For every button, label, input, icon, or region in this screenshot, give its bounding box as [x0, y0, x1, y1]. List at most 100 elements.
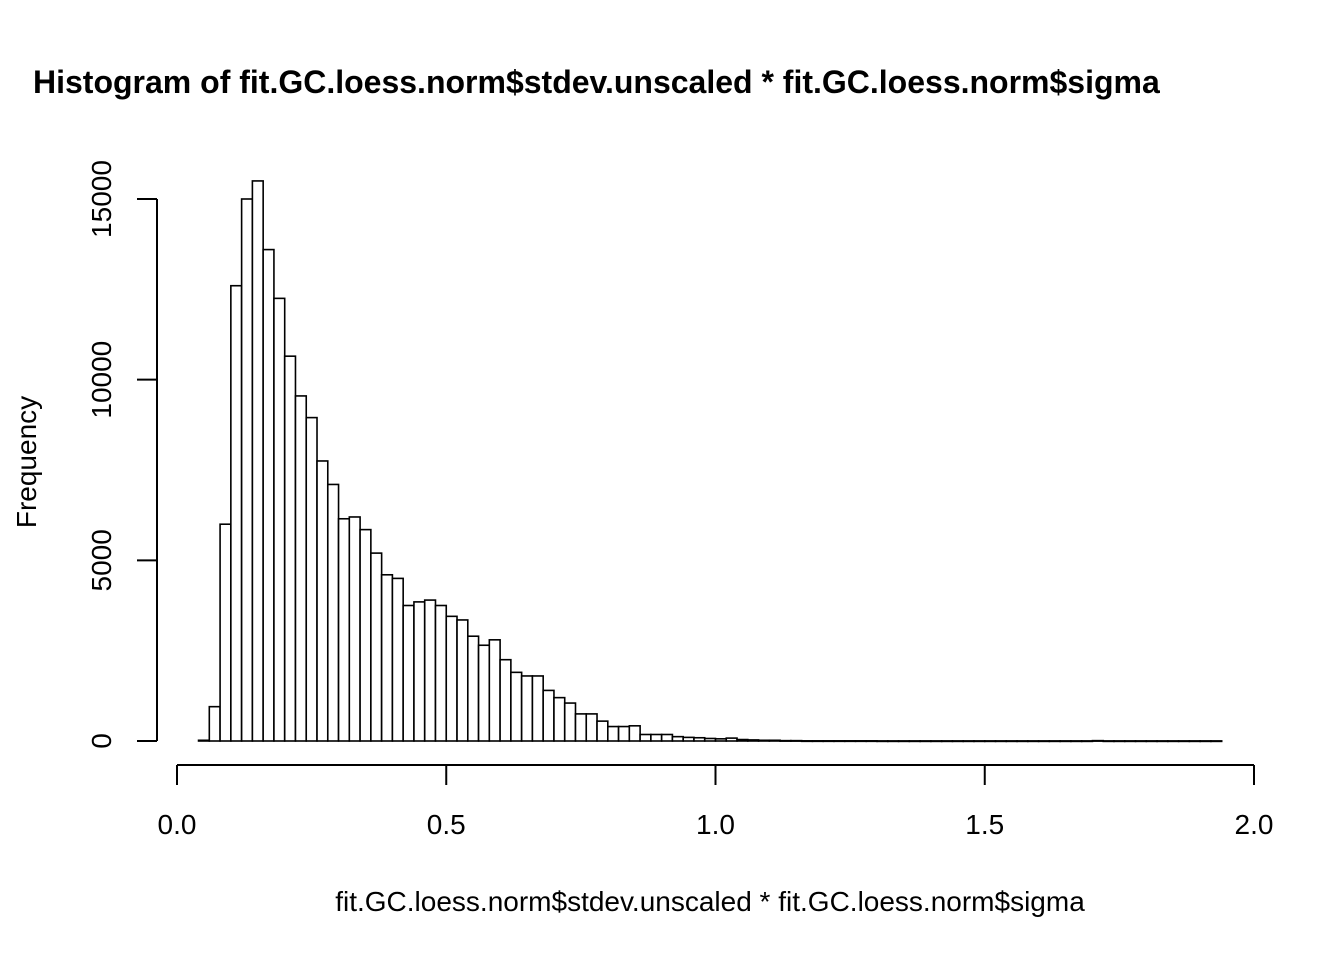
histogram-bar [359, 528, 372, 742]
histogram-bar [725, 737, 738, 742]
histogram-bar [219, 523, 232, 742]
histogram-bar [1027, 740, 1040, 743]
histogram-bar [639, 733, 652, 742]
histogram-bar [402, 604, 415, 742]
x-tick-label: 1.0 [696, 809, 735, 840]
histogram-bar [790, 739, 803, 742]
histogram-bar [876, 740, 889, 743]
histogram-bar [596, 720, 609, 742]
y-tick-label: 10000 [86, 341, 117, 419]
y-axis: 0 5000 10000 15000 [86, 160, 158, 749]
histogram-bar [434, 604, 448, 742]
histogram-bar [305, 416, 318, 742]
histogram-bar [197, 739, 211, 742]
histogram-bar [520, 675, 534, 742]
histogram-bar [1091, 739, 1105, 742]
histogram-bar [628, 725, 641, 742]
histogram-bar [1177, 740, 1191, 743]
histogram-bar [1070, 740, 1083, 743]
histogram-bar [865, 740, 878, 743]
histogram-bar [445, 615, 458, 742]
histogram-bar [1037, 740, 1051, 743]
histogram-bar [1167, 740, 1180, 743]
histogram-bar [283, 355, 297, 742]
histogram-bar [1016, 740, 1029, 743]
histogram-bar [757, 739, 771, 742]
histogram-bar [919, 740, 932, 743]
histogram-bar [736, 738, 749, 742]
y-tick-label: 0 [86, 733, 117, 749]
histogram-bar [994, 740, 1008, 743]
histogram-bar [542, 689, 555, 742]
y-axis-label: Frequency [11, 396, 42, 528]
histogram-bar [714, 738, 728, 742]
histogram-bar [940, 740, 954, 743]
x-tick-label: 0.5 [427, 809, 466, 840]
histogram-bars [197, 180, 1223, 743]
histogram-bar [531, 675, 544, 742]
x-tick-label: 2.0 [1235, 809, 1274, 840]
histogram-bar [251, 180, 264, 742]
histogram-bar [370, 552, 383, 742]
histogram-bar [585, 713, 598, 742]
histogram-bar [887, 740, 900, 743]
histogram-bar [1145, 740, 1158, 743]
histogram-bar [326, 483, 340, 742]
y-tick-label: 5000 [86, 529, 117, 591]
histogram-bar [574, 713, 588, 742]
histogram-bar [348, 516, 361, 742]
histogram-bar [983, 740, 997, 743]
histogram-bar [208, 705, 221, 742]
histogram-bar [703, 737, 717, 742]
histogram-bar [682, 736, 695, 742]
histogram-bar [854, 740, 868, 743]
histogram-bar [962, 740, 975, 743]
histogram-bar [273, 297, 286, 742]
x-tick-label: 1.5 [965, 809, 1004, 840]
histogram-bar [843, 740, 857, 743]
histogram-bar [768, 739, 781, 742]
histogram-bar [413, 601, 426, 742]
histogram-bar [1048, 740, 1061, 743]
histogram-bar [908, 740, 921, 743]
histogram-bar [553, 696, 566, 742]
histogram-bar [423, 599, 437, 742]
histogram-bar [1188, 740, 1201, 743]
histogram-bar [240, 198, 254, 742]
histogram-bar [477, 644, 491, 742]
histogram-bar [380, 573, 394, 742]
histogram-bar [488, 639, 501, 742]
histogram-bar [499, 658, 512, 742]
x-tick-label: 0.0 [158, 809, 197, 840]
histogram-bar [779, 739, 792, 742]
histogram-bar [563, 702, 577, 742]
chart-title: Histogram of fit.GC.loess.norm$stdev.uns… [33, 64, 1160, 100]
histogram-bar [606, 725, 620, 742]
histogram-bar [833, 740, 846, 743]
histogram-bar [951, 740, 965, 743]
x-axis: 0.0 0.5 1.0 1.5 2.0 [158, 764, 1274, 840]
histogram-bar [693, 736, 706, 742]
histogram-bar [1134, 740, 1148, 743]
histogram-bar [1123, 740, 1137, 743]
histogram-bar [510, 671, 523, 742]
histogram-bar [1059, 740, 1072, 743]
histogram-bar [466, 635, 480, 742]
histogram-bar [897, 740, 911, 743]
histogram-bar [800, 740, 814, 743]
histogram-bar [391, 577, 404, 742]
histogram-bar [230, 284, 243, 742]
histogram-bar [671, 735, 684, 742]
histogram-bar [747, 739, 760, 742]
histogram-bar [456, 619, 469, 742]
histogram-bar [822, 740, 835, 743]
histogram-bar [973, 740, 986, 743]
histogram-bar [1113, 740, 1126, 743]
histogram-bar [1199, 740, 1212, 743]
histogram-bar [294, 395, 308, 742]
histogram-bar [337, 517, 351, 742]
x-axis-label: fit.GC.loess.norm$stdev.unscaled * fit.G… [335, 886, 1085, 917]
histogram-bar [1080, 740, 1094, 743]
histogram-bar [1156, 740, 1169, 743]
